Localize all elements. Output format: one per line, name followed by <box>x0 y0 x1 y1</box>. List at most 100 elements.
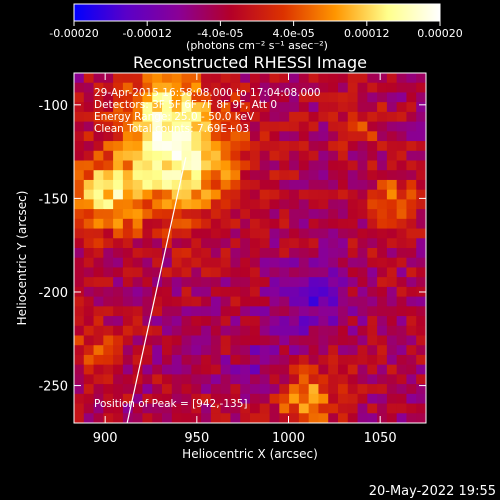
y-tick-label: -250 <box>38 380 68 395</box>
heatmap-cell <box>113 102 124 113</box>
heatmap-cell <box>93 170 104 181</box>
heatmap-cell <box>132 403 144 414</box>
heatmap-cell <box>347 364 359 375</box>
heatmap-cell <box>289 131 300 142</box>
limb-line <box>126 157 187 423</box>
heatmap-cell <box>113 228 124 239</box>
heatmap-cell <box>230 82 241 94</box>
heatmap-cell <box>269 384 280 395</box>
heatmap-cell <box>142 209 153 220</box>
heatmap-cell <box>103 92 114 103</box>
heatmap-cell <box>201 218 212 230</box>
heatmap-cell <box>220 335 232 346</box>
heatmap-cell <box>269 364 280 375</box>
heatmap-cell <box>171 257 183 269</box>
heatmap-cell <box>152 374 163 385</box>
heatmap-cell <box>83 364 95 375</box>
heatmap-cell <box>162 345 173 356</box>
heatmap-cell <box>83 267 95 278</box>
heatmap-cell <box>113 374 124 385</box>
heatmap-cell <box>318 170 329 181</box>
heatmap-cell <box>220 170 232 181</box>
heatmap-cell <box>308 364 320 375</box>
heatmap-cell <box>230 335 241 346</box>
heatmap-cell <box>210 228 222 239</box>
heatmap <box>74 73 426 423</box>
heatmap-cell <box>240 141 251 152</box>
heatmap-cell <box>181 345 192 356</box>
heatmap-cell <box>377 209 388 220</box>
heatmap-cell <box>181 209 192 220</box>
heatmap-cell <box>230 141 241 152</box>
heatmap-cell <box>230 199 241 210</box>
heatmap-cell <box>83 413 95 423</box>
heatmap-cell <box>328 179 339 191</box>
heatmap-cell <box>347 354 359 366</box>
heatmap-cell <box>113 364 124 375</box>
heatmap-cell <box>250 189 261 200</box>
heatmap-cell <box>191 257 202 269</box>
heatmap-cell <box>347 131 359 142</box>
heatmap-cell <box>220 131 232 142</box>
heatmap-cell <box>367 189 378 200</box>
heatmap-cell <box>191 82 202 94</box>
heatmap-cell <box>386 335 398 346</box>
heatmap-cell <box>83 238 95 249</box>
heatmap-cell <box>250 277 261 288</box>
heatmap-cell <box>367 92 378 103</box>
heatmap-cell <box>298 218 310 230</box>
heatmap-cell <box>132 316 144 327</box>
heatmap-cell <box>406 102 417 113</box>
heatmap-cell <box>240 228 251 239</box>
heatmap-cell <box>377 403 388 414</box>
heatmap-cell <box>220 189 232 200</box>
heatmap-cell <box>230 150 241 162</box>
heatmap-cell <box>162 170 173 181</box>
heatmap-cell <box>289 325 300 337</box>
heatmap-cell <box>357 92 368 103</box>
heatmap-cell <box>308 150 320 162</box>
heatmap-cell <box>171 92 183 103</box>
heatmap-cell <box>171 335 183 346</box>
heatmap-cell <box>152 209 163 220</box>
heatmap-cell <box>416 121 426 132</box>
heatmap-cell <box>308 403 320 414</box>
heatmap-cell <box>162 325 173 337</box>
heatmap-cell <box>367 121 378 132</box>
heatmap-cell <box>357 257 368 269</box>
heatmap-cell <box>357 325 368 337</box>
heatmap-cell <box>220 296 232 307</box>
heatmap-cell <box>357 413 368 423</box>
heatmap-cell <box>93 413 104 423</box>
heatmap-cell <box>122 189 134 200</box>
heatmap-cell <box>318 92 329 103</box>
heatmap-cell <box>289 160 300 171</box>
heatmap-cell <box>357 160 368 171</box>
heatmap-cell <box>162 111 173 123</box>
heatmap-cell <box>132 131 144 142</box>
heatmap-cell <box>210 218 222 230</box>
heatmap-cell <box>357 238 368 249</box>
heatmap-cell <box>240 413 251 423</box>
heatmap-cell <box>357 403 368 414</box>
heatmap-cell <box>259 364 271 375</box>
heatmap-cell <box>103 73 114 84</box>
heatmap-cell <box>318 296 329 307</box>
heatmap-cell <box>113 335 124 346</box>
heatmap-cell <box>259 170 271 181</box>
heatmap-cell <box>113 393 124 405</box>
heatmap-cell <box>250 238 261 249</box>
heatmap-cell <box>103 345 114 356</box>
heatmap-cell <box>250 111 261 123</box>
heatmap-cell <box>259 228 271 239</box>
heatmap-cell <box>83 325 95 337</box>
heatmap-cell <box>269 218 280 230</box>
heatmap-cell <box>347 111 359 123</box>
heatmap-cell <box>289 384 300 395</box>
heatmap-cell <box>240 257 251 269</box>
heatmap-cell <box>162 92 173 103</box>
heatmap-cell <box>240 325 251 337</box>
heatmap-cell <box>240 384 251 395</box>
heatmap-cell <box>289 189 300 200</box>
heatmap-cell <box>269 403 280 414</box>
